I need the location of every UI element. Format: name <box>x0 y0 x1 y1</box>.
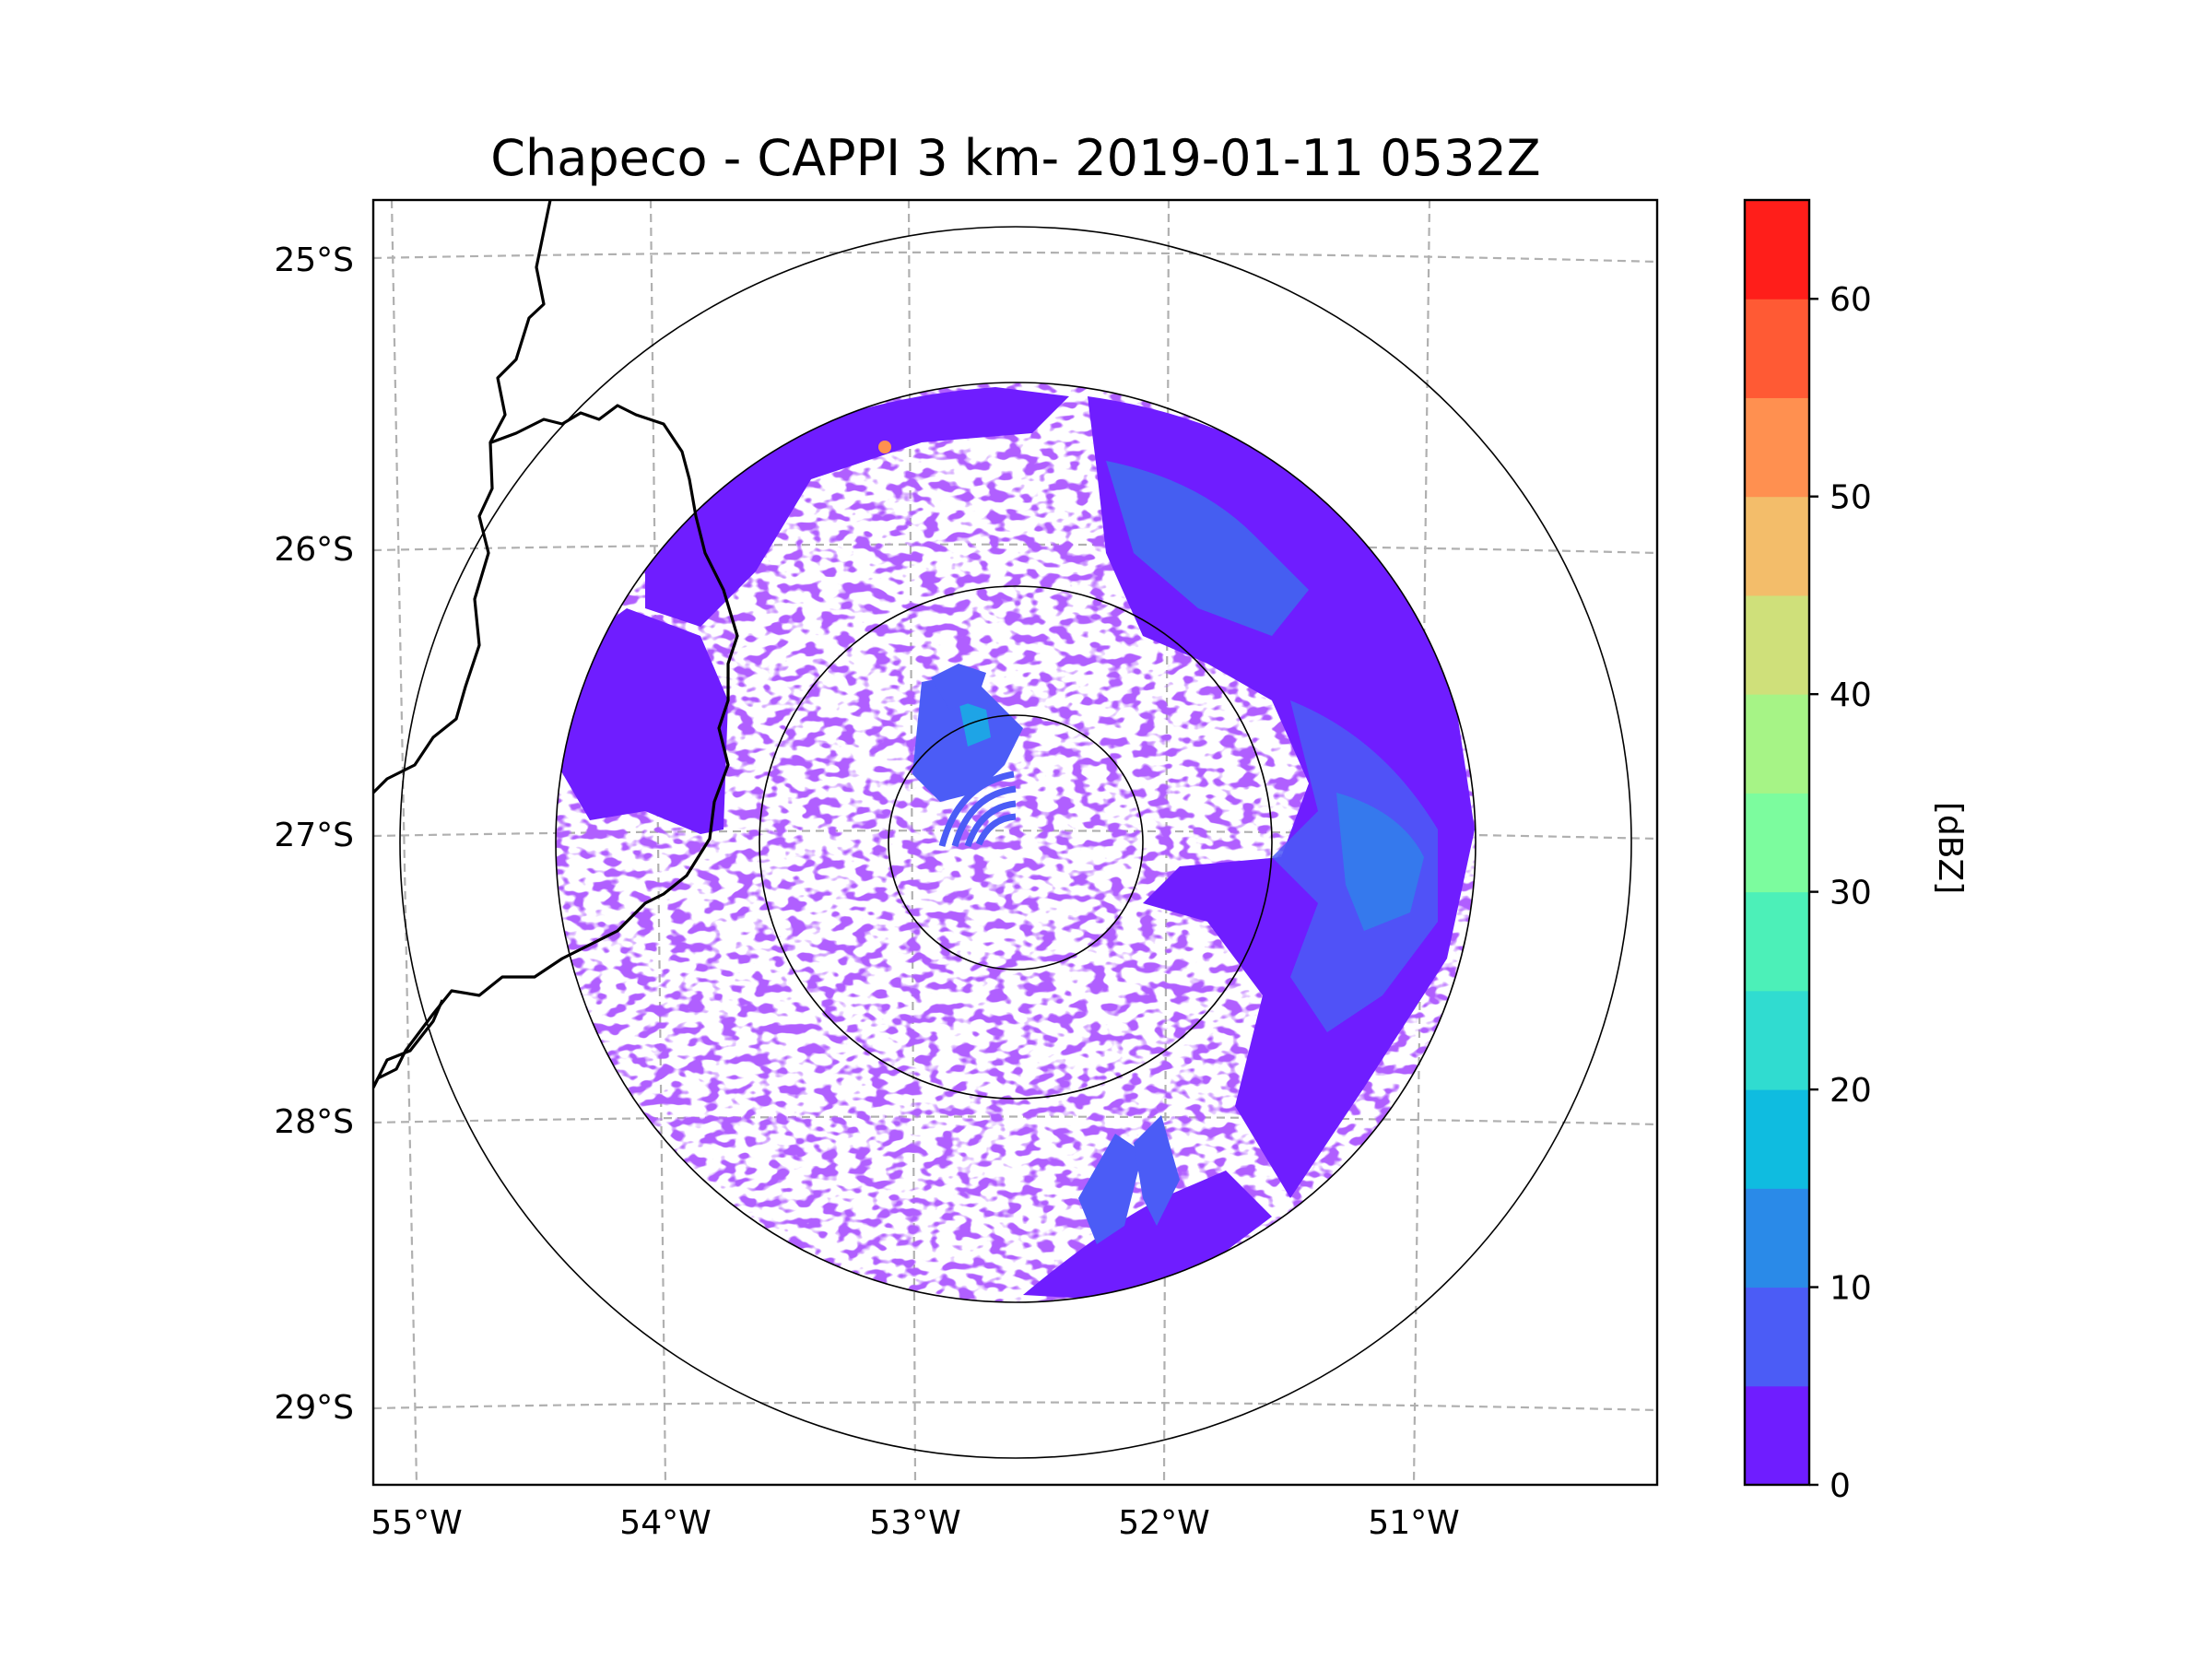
colorbar-segment <box>1745 1385 1809 1486</box>
colorbar-segment <box>1745 990 1809 1090</box>
colorbar-tick-label: 60 <box>1830 281 1872 319</box>
range-ring-4 <box>399 226 1632 1459</box>
colorbar-frame <box>1743 198 1811 1487</box>
colorbar-segment <box>1745 299 1809 398</box>
echo-southeast <box>1023 1171 1272 1300</box>
lon-label: 52°W <box>1118 1504 1209 1542</box>
lon-label: 53°W <box>869 1504 960 1542</box>
colorbar-segment <box>1745 1188 1809 1288</box>
echo-east-light <box>1336 793 1424 931</box>
range-ring-2 <box>759 585 1273 1100</box>
lat-line-29 <box>373 1401 1657 1412</box>
lat-label: 29°S <box>274 1389 354 1427</box>
lat-label: 28°S <box>274 1103 354 1141</box>
lon-line-55 <box>390 200 418 1485</box>
echo-center-core <box>959 700 991 747</box>
echo-west <box>558 608 728 834</box>
boundary-argentina-paraguay <box>373 200 552 794</box>
colorbar-segment <box>1745 891 1809 992</box>
echo-south-streak <box>1078 1134 1143 1244</box>
colorbar-tick-label: 10 <box>1830 1270 1872 1308</box>
lat-label: 25°S <box>274 241 354 279</box>
map-frame <box>371 198 1659 1487</box>
lat-axis: 25°S 26°S 27°S 28°S 29°S <box>274 241 354 1427</box>
boundary-misiones <box>373 404 739 1088</box>
colorbar-segment <box>1745 793 1809 893</box>
lat-label: 27°S <box>274 817 354 854</box>
range-ring-3 <box>555 382 1477 1303</box>
boundary-south <box>373 999 444 1088</box>
colorbar-segment <box>1745 496 1809 596</box>
clutter-arcs <box>938 771 1017 848</box>
colorbar-label: [dBZ] <box>1931 802 1969 894</box>
range-rings <box>399 226 1632 1459</box>
colorbar: 0 10 20 30 40 50 60 <box>1743 198 1872 1505</box>
echo-northeast-light <box>1106 461 1309 636</box>
colorbar-segment <box>1745 397 1809 498</box>
lon-label: 51°W <box>1368 1504 1459 1542</box>
lat-line-25 <box>373 251 1657 264</box>
lon-label: 55°W <box>371 1504 462 1542</box>
boundaries <box>373 200 739 1088</box>
colorbar-segment <box>1745 200 1809 300</box>
colorbar-tick-label: 30 <box>1830 875 1872 912</box>
map-area <box>373 200 1657 1485</box>
colorbar-segment <box>1745 1287 1809 1387</box>
echo-south-streak-2 <box>1134 1115 1180 1226</box>
colorbar-segment <box>1745 1089 1809 1189</box>
colorbar-segment <box>1745 594 1809 695</box>
echo-north <box>645 387 1069 627</box>
map-title: Chapeco - CAPPI 3 km- 2019-01-11 0532Z <box>490 129 1540 187</box>
echo-center-north <box>931 664 986 710</box>
range-ring-1 <box>888 714 1144 971</box>
colorbar-tick-label: 0 <box>1830 1467 1851 1505</box>
colorbar-tick-label: 50 <box>1830 479 1872 517</box>
colorbar-segment <box>1745 694 1809 794</box>
lon-label: 54°W <box>619 1504 711 1542</box>
lon-axis: 55°W 54°W 53°W 52°W 51°W <box>371 1504 1459 1542</box>
colorbar-tick-label: 40 <box>1830 677 1872 714</box>
colorbar-tick-label: 20 <box>1830 1072 1872 1110</box>
lat-label: 26°S <box>274 531 354 569</box>
echo-strong-cell <box>878 441 891 453</box>
